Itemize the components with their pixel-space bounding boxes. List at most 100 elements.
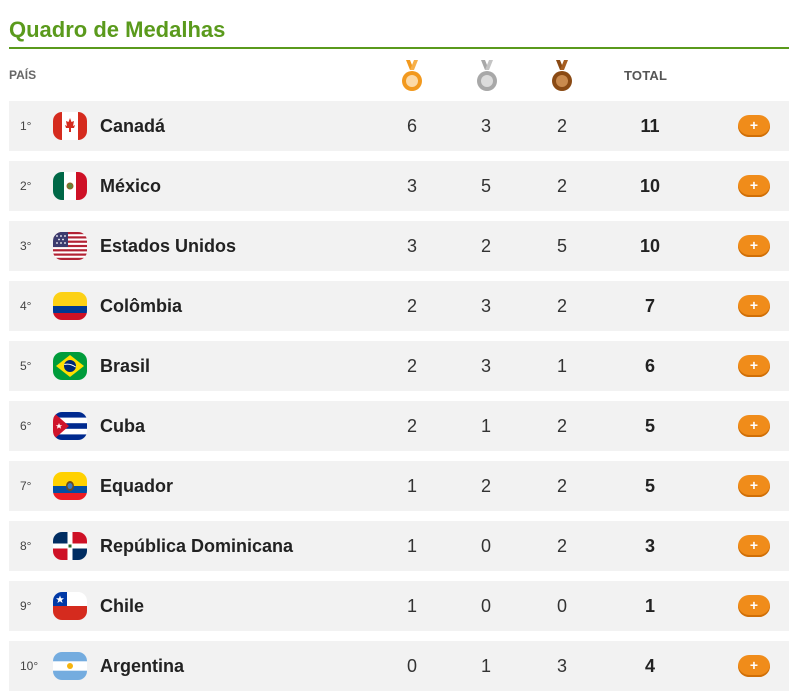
country-name: Colômbia	[100, 296, 183, 316]
bronze-count: 2	[556, 476, 567, 496]
rank: 3°	[20, 239, 32, 253]
table-row: 3° Estados Unidos 3 2 5 10 +	[9, 221, 789, 271]
plus-icon: +	[749, 537, 759, 553]
argentina-flag-icon	[53, 652, 87, 680]
country-name: Brasil	[100, 356, 151, 376]
expand-button[interactable]: +	[738, 535, 770, 557]
plus-icon: +	[749, 297, 759, 313]
expand-button[interactable]: +	[738, 295, 770, 317]
bronze-count: 1	[556, 356, 567, 376]
silver-count: 0	[480, 536, 491, 556]
rank: 6°	[20, 419, 32, 433]
total-count: 6	[644, 356, 655, 376]
gold-count: 2	[406, 356, 417, 376]
silver-count: 2	[480, 476, 491, 496]
expand-button[interactable]: +	[738, 655, 770, 677]
column-header-total: TOTAL	[624, 68, 668, 83]
gold-count: 1	[406, 476, 417, 496]
gold-count: 3	[406, 176, 417, 196]
table-row: 7° Equador 1 2 2 5 +	[9, 461, 789, 511]
expand-button[interactable]: +	[738, 175, 770, 197]
expand-button[interactable]: +	[738, 355, 770, 377]
gold-count: 1	[406, 596, 417, 616]
total-count: 3	[644, 536, 655, 556]
silver-count: 3	[480, 296, 491, 316]
bronze-medal-icon	[550, 58, 574, 94]
colombia-flag-icon	[53, 292, 87, 320]
silver-count: 3	[480, 116, 491, 136]
column-header-country: PAÍS	[9, 68, 37, 82]
rank: 4°	[20, 299, 32, 313]
country-name: Canadá	[100, 116, 166, 136]
expand-button[interactable]: +	[738, 595, 770, 617]
bronze-count: 2	[556, 536, 567, 556]
total-count: 10	[639, 176, 661, 196]
table-row: 6° Cuba 2 1 2 5 +	[9, 401, 789, 451]
silver-count: 2	[480, 236, 491, 256]
chile-flag-icon	[53, 592, 87, 620]
expand-button[interactable]: +	[738, 475, 770, 497]
table-header: PAÍS TOTAL	[0, 55, 808, 95]
total-count: 10	[639, 236, 661, 256]
country-name: México	[100, 176, 162, 196]
bronze-count: 2	[556, 176, 567, 196]
gold-medal-icon	[400, 58, 424, 94]
expand-button[interactable]: +	[738, 235, 770, 257]
total-count: 11	[640, 116, 660, 136]
bronze-count: 5	[556, 236, 567, 256]
plus-icon: +	[749, 417, 759, 433]
table-row: 9° Chile 1 0 0 1 +	[9, 581, 789, 631]
brazil-flag-icon	[53, 352, 87, 380]
gold-count: 1	[406, 536, 417, 556]
table-row: 10° Argentina 0 1 3 4 +	[9, 641, 789, 691]
rank: 1°	[20, 119, 32, 133]
bronze-count: 2	[556, 416, 567, 436]
gold-count: 6	[406, 116, 417, 136]
bronze-count: 3	[556, 656, 567, 676]
total-count: 7	[644, 296, 655, 316]
rank: 8°	[20, 539, 32, 553]
usa-flag-icon	[53, 232, 87, 260]
plus-icon: +	[749, 357, 759, 373]
table-row: 1° Canadá 6 3 2 11 +	[9, 101, 789, 151]
plus-icon: +	[749, 657, 759, 673]
country-name: República Dominicana	[100, 536, 294, 556]
rank: 5°	[20, 359, 32, 373]
plus-icon: +	[749, 117, 759, 133]
bronze-count: 2	[556, 116, 567, 136]
silver-count: 5	[480, 176, 491, 196]
silver-count: 3	[480, 356, 491, 376]
ecuador-flag-icon	[53, 472, 87, 500]
silver-count: 1	[480, 416, 491, 436]
plus-icon: +	[749, 477, 759, 493]
total-count: 5	[644, 476, 655, 496]
rank: 9°	[20, 599, 32, 613]
country-name: Chile	[100, 596, 145, 616]
gold-count: 0	[406, 656, 417, 676]
table-row: 5° Brasil 2 3 1 6 +	[9, 341, 789, 391]
page-title: Quadro de Medalhas	[9, 17, 226, 42]
bronze-count: 0	[556, 596, 567, 616]
medal-table: 1° Canadá 6 3 2 11 + 2° Méxic	[9, 101, 789, 700]
gold-count: 3	[406, 236, 417, 256]
total-count: 5	[644, 416, 655, 436]
table-row: 8° República Dominicana 1 0 2 3 +	[9, 521, 789, 571]
total-count: 4	[644, 656, 655, 676]
country-name: Estados Unidos	[100, 236, 237, 256]
expand-button[interactable]: +	[738, 115, 770, 137]
plus-icon: +	[749, 177, 759, 193]
rank: 10°	[20, 659, 39, 673]
title-divider	[9, 47, 789, 49]
table-row: 4° Colômbia 2 3 2 7 +	[9, 281, 789, 331]
rank: 7°	[20, 479, 32, 493]
rank: 2°	[20, 179, 32, 193]
expand-button[interactable]: +	[738, 415, 770, 437]
country-name: Equador	[100, 476, 174, 496]
bronze-count: 2	[556, 296, 567, 316]
silver-count: 0	[480, 596, 491, 616]
plus-icon: +	[749, 597, 759, 613]
table-row: 2° México 3 5 2 10 +	[9, 161, 789, 211]
silver-medal-icon	[475, 58, 499, 94]
gold-count: 2	[406, 416, 417, 436]
plus-icon: +	[749, 237, 759, 253]
